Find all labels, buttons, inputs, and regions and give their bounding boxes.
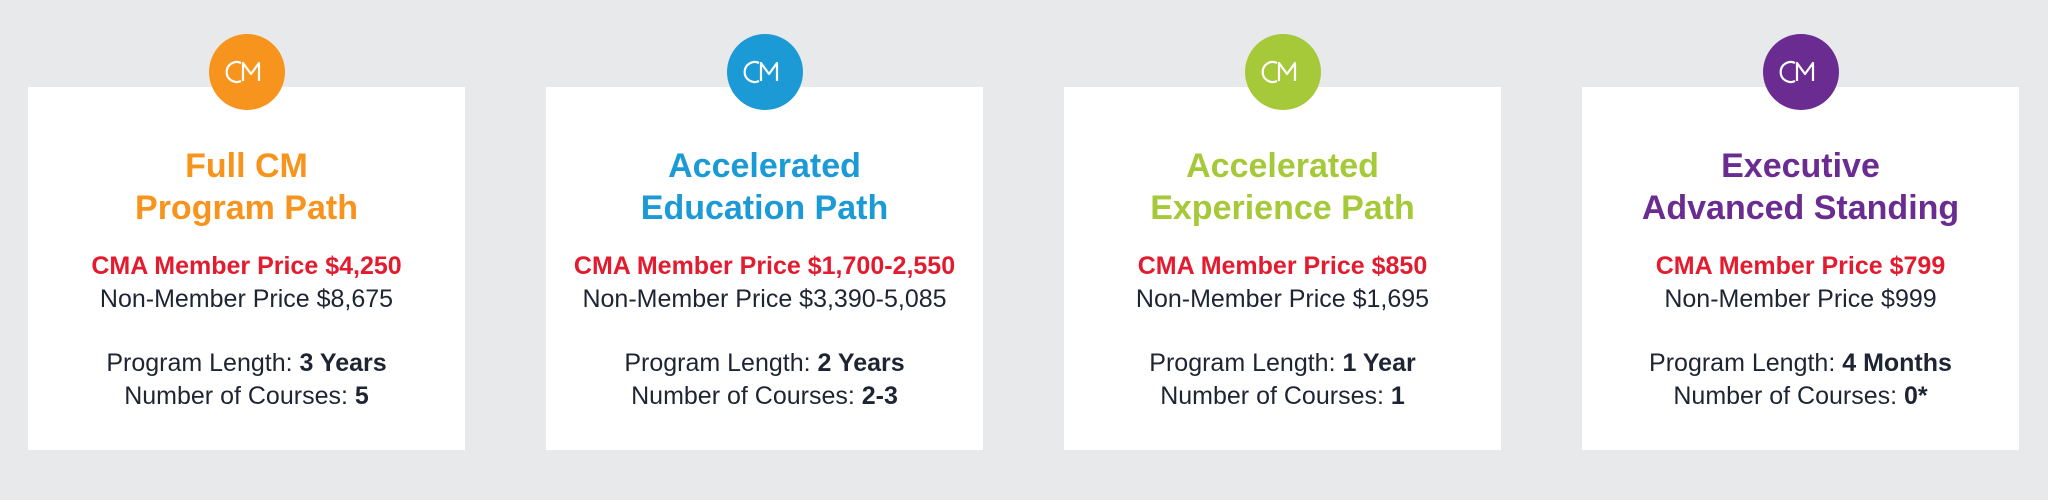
- number-of-courses: Number of Courses: 5: [28, 381, 465, 412]
- number-of-courses: Number of Courses: 2-3: [546, 381, 983, 412]
- cm-logo-badge: [1762, 34, 1839, 110]
- cm-logo-icon: [743, 60, 778, 84]
- program-length-value: 2 Years: [817, 349, 905, 377]
- card-title: Accelerated Education Path: [640, 147, 889, 227]
- program-length-value: 4 Months: [1842, 349, 1952, 377]
- card-title: Accelerated Experience Path: [1150, 147, 1415, 227]
- courses-value: 1: [1390, 382, 1405, 410]
- cm-logo-icon: [225, 60, 260, 84]
- courses-value: 2-3: [861, 382, 898, 410]
- courses-label: Number of Courses:: [1673, 382, 1904, 410]
- program-card-accelerated-experience: Accelerated Experience Path CMA Member P…: [1064, 34, 1501, 450]
- member-price: CMA Member Price $850: [1137, 252, 1428, 280]
- program-length: Program Length: 3 Years: [28, 348, 465, 379]
- program-length-value: 1 Year: [1342, 349, 1416, 377]
- program-length-label: Program Length:: [1649, 349, 1843, 377]
- program-length: Program Length: 4 Months: [1582, 348, 2019, 379]
- program-length: Program Length: 1 Year: [1064, 348, 1501, 379]
- cm-logo-badge: [726, 34, 803, 110]
- non-member-price: Non-Member Price $8,675: [99, 285, 394, 313]
- courses-value: 0*: [1904, 382, 1928, 410]
- program-length-label: Program Length:: [106, 349, 300, 377]
- member-price: CMA Member Price $1,700-2,550: [573, 252, 956, 280]
- cm-logo-icon: [1261, 60, 1296, 84]
- courses-label: Number of Courses:: [1160, 382, 1391, 410]
- number-of-courses: Number of Courses: 1: [1064, 381, 1501, 412]
- program-card-executive-advanced-standing: Executive Advanced Standing CMA Member P…: [1582, 34, 2019, 450]
- member-price: CMA Member Price $799: [1655, 252, 1946, 280]
- member-price: CMA Member Price $4,250: [91, 252, 402, 280]
- card-title: Executive Advanced Standing: [1641, 147, 1960, 227]
- non-member-price: Non-Member Price $999: [1664, 285, 1937, 313]
- cm-logo-badge: [208, 34, 285, 110]
- program-card-full-cm: Full CM Program Path CMA Member Price $4…: [28, 34, 465, 450]
- program-length-value: 3 Years: [299, 349, 387, 377]
- cm-logo-badge: [1244, 34, 1321, 110]
- number-of-courses: Number of Courses: 0*: [1582, 381, 2019, 412]
- card-title: Full CM Program Path: [135, 147, 358, 227]
- cm-logo-icon: [1779, 60, 1814, 84]
- non-member-price: Non-Member Price $3,390-5,085: [582, 285, 947, 313]
- program-card-accelerated-education: Accelerated Education Path CMA Member Pr…: [546, 34, 983, 450]
- program-length-label: Program Length:: [1149, 349, 1343, 377]
- program-length-label: Program Length:: [624, 349, 818, 377]
- program-length: Program Length: 2 Years: [546, 348, 983, 379]
- courses-label: Number of Courses:: [124, 382, 355, 410]
- courses-value: 5: [354, 382, 369, 410]
- courses-label: Number of Courses:: [631, 382, 862, 410]
- non-member-price: Non-Member Price $1,695: [1135, 285, 1430, 313]
